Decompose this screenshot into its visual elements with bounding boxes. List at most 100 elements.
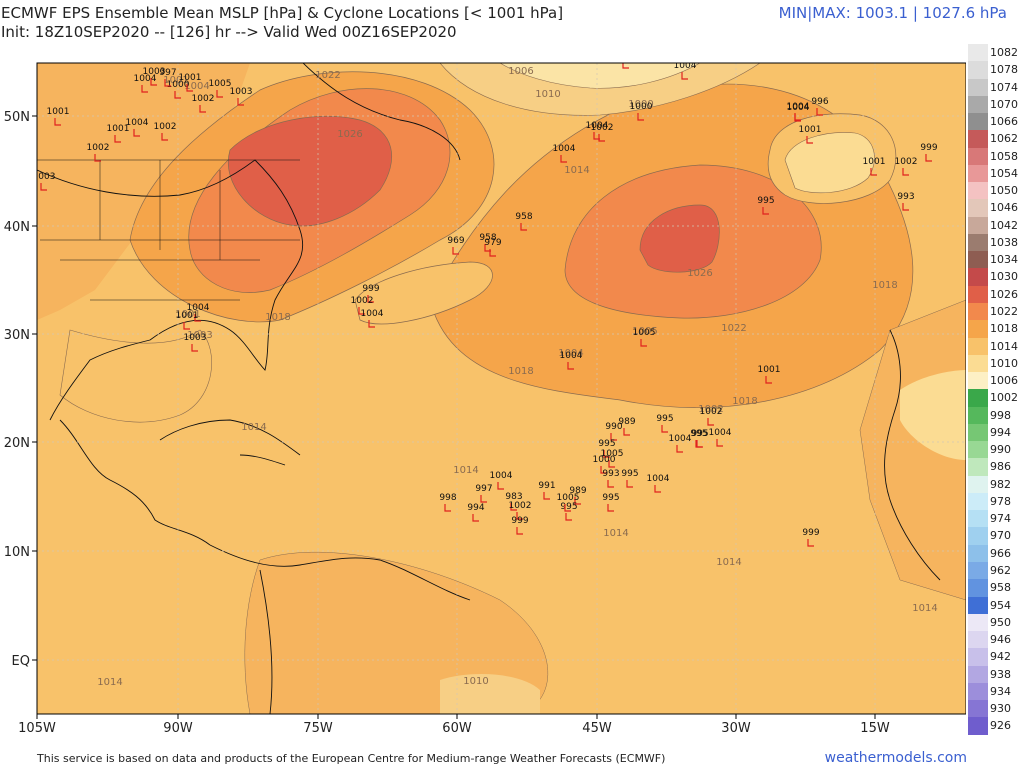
longitude-ticks: 105W 90W 75W 60W 45W 30W 15W bbox=[18, 714, 890, 736]
cyclone-low: 1002 bbox=[87, 143, 109, 162]
low-l-icon bbox=[516, 527, 523, 535]
pressure-map: 1022102610101006100110041000101410181003… bbox=[4, 50, 966, 736]
contour-label: 1001 bbox=[163, 75, 188, 86]
legend-swatch bbox=[968, 337, 988, 355]
cyclone-low: 990 bbox=[605, 422, 623, 441]
cyclone-low: 1001 bbox=[176, 311, 198, 330]
legend-row: 930 bbox=[968, 700, 1022, 718]
legend-row: 1022 bbox=[968, 302, 1022, 321]
legend-row: 1006 bbox=[968, 372, 1022, 390]
cyclone-low: 1004 bbox=[126, 118, 149, 137]
legend-row: 1046 bbox=[968, 199, 1022, 217]
lon-tick-label: 60W bbox=[442, 721, 472, 736]
cyclone-pressure-label: 1003 bbox=[143, 67, 166, 77]
legend-value: 930 bbox=[990, 702, 1011, 716]
legend-row: 1054 bbox=[968, 164, 1022, 183]
low-l-icon bbox=[816, 108, 823, 116]
low-l-icon bbox=[807, 539, 814, 547]
lon-tick-label: 45W bbox=[582, 721, 612, 736]
lon-tick-label: 105W bbox=[18, 721, 56, 736]
low-l-icon bbox=[40, 183, 47, 191]
legend-value: 990 bbox=[990, 443, 1011, 457]
legend-row: 1070 bbox=[968, 95, 1022, 114]
legend-swatch bbox=[968, 579, 988, 597]
low-l-icon bbox=[564, 504, 571, 512]
cyclone-pressure-label: 989 bbox=[618, 417, 635, 427]
cyclone-pressure-label: 999 bbox=[920, 143, 937, 153]
cyclone-low: 993 bbox=[602, 469, 620, 488]
cyclone-low: 999 bbox=[802, 528, 820, 547]
legend-swatch bbox=[968, 682, 988, 701]
legend-row: 982 bbox=[968, 475, 1022, 493]
legend-value: 1058 bbox=[990, 149, 1018, 163]
map-frame bbox=[36, 62, 966, 715]
legend-row: 974 bbox=[968, 510, 1022, 528]
low-l-icon bbox=[640, 339, 647, 347]
cyclone-pressure-label: 993 bbox=[897, 192, 914, 202]
legend-row: 970 bbox=[968, 527, 1022, 545]
low-l-icon bbox=[133, 129, 140, 137]
legend-row: 954 bbox=[968, 596, 1022, 614]
cyclone-pressure-label: 1002 bbox=[700, 407, 723, 417]
lat-tick-label: 30N bbox=[4, 328, 30, 343]
cyclone-low: 1004 bbox=[709, 428, 732, 447]
legend-value: 986 bbox=[990, 460, 1011, 474]
legend-row: 958 bbox=[968, 579, 1022, 597]
cyclone-low: 999 bbox=[511, 516, 529, 535]
legend-swatch bbox=[968, 389, 988, 407]
legend-swatch bbox=[968, 164, 988, 183]
legend-value: 1066 bbox=[990, 115, 1018, 129]
legend-swatch bbox=[968, 492, 988, 511]
lon-tick-label: 15W bbox=[860, 721, 890, 736]
legend-swatch bbox=[968, 199, 988, 217]
low-l-icon bbox=[164, 79, 171, 87]
cyclone-low: 1000 bbox=[167, 80, 190, 99]
legend-value: 1054 bbox=[990, 166, 1018, 180]
low-l-icon bbox=[183, 322, 190, 330]
cyclone-pressure-label: 1004 bbox=[560, 351, 583, 361]
lat-tick-label: 40N bbox=[4, 220, 30, 235]
legend-value: 970 bbox=[990, 529, 1011, 543]
low-l-icon bbox=[707, 418, 714, 426]
contour-label: 1018 bbox=[508, 366, 533, 377]
contour-label: 1022 bbox=[315, 70, 340, 81]
cyclone-pressure-label: 996 bbox=[811, 97, 828, 107]
site-link[interactable]: weathermodels.com bbox=[824, 750, 967, 766]
legend-row: 990 bbox=[968, 441, 1022, 459]
low-l-icon bbox=[54, 118, 61, 126]
north-1010-band bbox=[439, 63, 761, 116]
low-l-icon bbox=[191, 344, 198, 352]
legend-swatch bbox=[968, 700, 988, 718]
cyclone-pressure-label: 1001 bbox=[615, 50, 638, 60]
contour-label: 1004 bbox=[184, 81, 209, 92]
cyclone-pressure-label: 997 bbox=[475, 484, 492, 494]
cyclone-pressure-label: 1001 bbox=[47, 107, 70, 117]
legend-value: 994 bbox=[990, 425, 1011, 439]
cyclone-low: 1005 bbox=[209, 79, 231, 98]
low-l-icon bbox=[452, 247, 459, 255]
legend-value: 1078 bbox=[990, 63, 1018, 77]
legend-row: 1018 bbox=[968, 320, 1022, 338]
contour-label: 1014 bbox=[603, 528, 628, 539]
cyclone-pressure-label: 990 bbox=[605, 422, 622, 432]
cyclone-pressure-label: 1004 bbox=[669, 434, 692, 444]
cyclone-low: 1005 bbox=[557, 493, 579, 512]
min-max-readout: MIN|MAX: 1003.1 | 1027.6 hPa bbox=[778, 4, 1007, 22]
cyclone-low: 1001 bbox=[758, 365, 780, 384]
cyclone-pressure-label: 958 bbox=[479, 233, 496, 243]
legend-swatch bbox=[968, 61, 988, 79]
legend-value: 1062 bbox=[990, 132, 1018, 146]
contour-label: 1014 bbox=[912, 603, 937, 614]
cyclone-low: 994 bbox=[467, 503, 485, 522]
low-l-icon bbox=[480, 495, 487, 503]
legend-value: 954 bbox=[990, 598, 1011, 612]
cyclone-low: 1003 bbox=[143, 67, 166, 86]
cyclone-low: 991 bbox=[538, 481, 556, 500]
contour-label: 1000 bbox=[628, 99, 653, 110]
gulf-region bbox=[59, 329, 212, 423]
cyclone-pressure-label: 1004 bbox=[787, 102, 810, 112]
low-l-icon bbox=[608, 460, 615, 468]
cyclone-low: 1002 bbox=[192, 94, 214, 113]
cyclone-pressure-label: 993 bbox=[602, 469, 619, 479]
low-l-icon bbox=[444, 504, 451, 512]
